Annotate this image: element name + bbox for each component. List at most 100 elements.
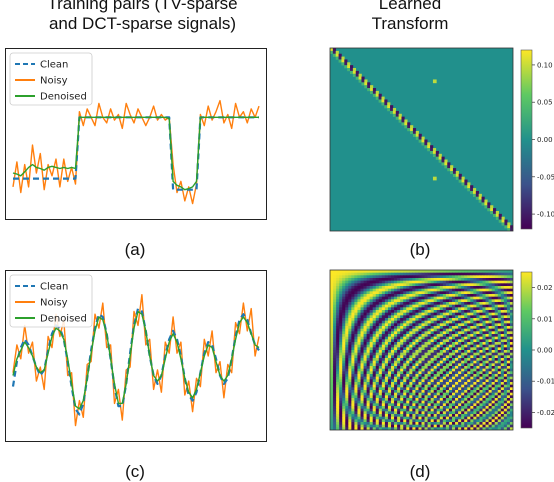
heatmap-cell — [342, 344, 346, 348]
heatmap-cell — [509, 371, 513, 375]
heatmap-cell — [366, 424, 370, 428]
heatmap-cell — [488, 299, 492, 303]
heatmap-cell — [461, 387, 465, 391]
heatmap-cell — [360, 408, 364, 412]
heatmap-cell — [357, 296, 361, 300]
heatmap-cell — [342, 318, 346, 322]
heatmap-cell — [452, 419, 456, 423]
heatmap-cell — [464, 270, 468, 274]
heatmap-cell — [345, 312, 349, 316]
diagonal-cell — [492, 210, 497, 215]
heatmap-cell — [433, 334, 438, 338]
heatmap-cell — [348, 411, 352, 415]
heatmap-cell — [391, 350, 395, 354]
heatmap-cell — [473, 403, 477, 407]
off-diagonal-cell — [332, 48, 337, 52]
heatmap-cell — [455, 278, 459, 282]
heatmap-cell — [479, 408, 483, 412]
heatmap-cell — [497, 283, 502, 287]
heatmap-cell — [381, 299, 386, 303]
heatmap-cell — [406, 406, 410, 410]
heatmap-cell — [348, 398, 352, 402]
heatmap-cell — [375, 291, 380, 295]
heatmap-cell — [378, 299, 383, 303]
heatmap-cell — [381, 392, 386, 396]
heatmap-cell — [470, 347, 474, 351]
heatmap-cell — [360, 422, 364, 426]
heatmap-cell — [387, 283, 392, 287]
heatmap-cell — [424, 376, 428, 380]
heatmap-cell — [418, 310, 422, 314]
off-diagonal-cell — [450, 165, 454, 169]
heatmap-cell — [461, 363, 465, 367]
heatmap-cell — [387, 334, 392, 338]
heatmap-cell — [330, 414, 334, 418]
heatmap-cell — [436, 315, 441, 319]
heatmap-cell — [354, 406, 358, 410]
heatmap-cell — [418, 294, 422, 298]
heatmap-cell — [427, 286, 431, 290]
heatmap-cell — [445, 339, 450, 343]
heatmap-cell — [381, 374, 386, 378]
heatmap-cell — [330, 403, 334, 407]
heatmap-cell — [494, 291, 499, 295]
heatmap-cell — [333, 288, 337, 292]
heatmap-cell — [391, 283, 395, 287]
heatmap-cell — [506, 275, 511, 279]
heatmap-cell — [433, 400, 438, 404]
heatmap-cell — [384, 278, 389, 282]
heatmap-cell — [455, 315, 459, 319]
heatmap-cell — [339, 360, 343, 364]
heatmap-cell — [330, 376, 334, 380]
heatmap-cell — [330, 422, 334, 426]
heatmap-cell — [345, 302, 349, 306]
heatmap-cell — [375, 387, 380, 391]
heatmap-cell — [357, 304, 361, 308]
heatmap-cell — [464, 424, 468, 428]
heatmap-cell — [433, 270, 438, 274]
heatmap-cell — [458, 387, 462, 391]
heatmap-cell — [427, 296, 431, 300]
heatmap-cell — [491, 334, 496, 338]
heatmap-cell — [342, 278, 346, 282]
colorbar-d-ticks: 0.020.010.00-0.01-0.02 — [532, 284, 554, 417]
heatmap-cell — [378, 403, 383, 407]
off-diagonal-cell — [344, 59, 348, 63]
heatmap-cell — [494, 382, 499, 386]
off-diagonal-cell — [487, 202, 491, 206]
heatmap-cell — [485, 336, 489, 340]
heatmap-cell — [330, 288, 334, 292]
off-diagonal-cell — [487, 208, 491, 212]
heatmap-cell — [421, 408, 425, 412]
heatmap-cell — [381, 275, 386, 279]
panel-label-c: (c) — [125, 462, 145, 481]
off-diagonal-cell — [341, 56, 345, 60]
heatmap-cell — [333, 352, 337, 356]
heatmap-cell — [488, 360, 492, 364]
heatmap-cell — [378, 392, 383, 396]
heatmap-cell — [491, 387, 496, 391]
heatmap-cell — [430, 318, 435, 322]
heatmap-cell — [455, 323, 459, 327]
heatmap-cell — [473, 310, 477, 314]
heatmap-cell — [503, 296, 508, 300]
heatmap-cell — [433, 427, 438, 430]
heatmap-cell — [473, 278, 477, 282]
diagonal-cell — [387, 105, 391, 109]
heatmap-cell — [497, 368, 502, 372]
heatmap-cell — [394, 326, 398, 330]
heatmap-cell — [400, 390, 404, 394]
heatmap-cell — [488, 336, 492, 340]
heatmap-cell — [384, 414, 389, 418]
heatmap-d-frame — [329, 269, 514, 431]
heatmap-cell — [418, 366, 422, 370]
heatmap-cell — [461, 331, 465, 335]
heatmap-cell — [384, 315, 389, 319]
heatmap-cell — [448, 374, 453, 378]
heatmap-cell — [479, 299, 483, 303]
heatmap-cell — [330, 384, 334, 388]
off-diagonal-cell — [481, 196, 485, 200]
heatmap-cell — [384, 328, 389, 332]
heatmap-cell — [464, 275, 468, 279]
heatmap-cell — [415, 296, 419, 300]
